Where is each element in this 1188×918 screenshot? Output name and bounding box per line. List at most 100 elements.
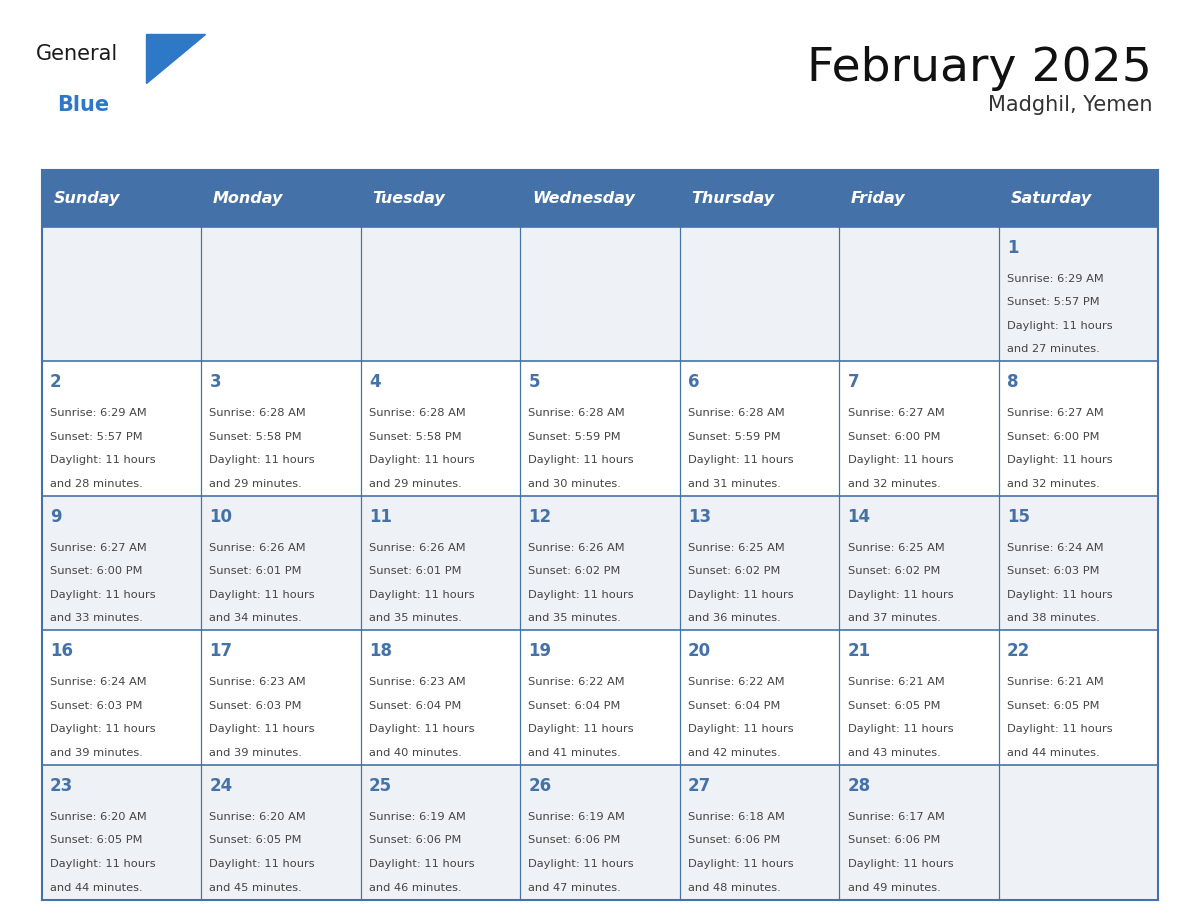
Text: Sunrise: 6:28 AM: Sunrise: 6:28 AM [529, 409, 625, 418]
Text: Daylight: 11 hours: Daylight: 11 hours [847, 455, 953, 465]
Text: Daylight: 11 hours: Daylight: 11 hours [369, 590, 474, 599]
Text: Sunset: 6:00 PM: Sunset: 6:00 PM [1007, 431, 1100, 442]
Text: and 27 minutes.: and 27 minutes. [1007, 344, 1100, 354]
Text: 19: 19 [529, 643, 551, 660]
Text: Daylight: 11 hours: Daylight: 11 hours [847, 590, 953, 599]
Text: General: General [36, 44, 118, 64]
Text: and 29 minutes.: and 29 minutes. [369, 479, 462, 488]
Text: Sunset: 5:57 PM: Sunset: 5:57 PM [1007, 297, 1100, 308]
Text: Sunset: 6:00 PM: Sunset: 6:00 PM [50, 566, 143, 577]
Text: Sunset: 5:57 PM: Sunset: 5:57 PM [50, 431, 143, 442]
Text: and 35 minutes.: and 35 minutes. [529, 613, 621, 623]
Text: Daylight: 11 hours: Daylight: 11 hours [369, 455, 474, 465]
Text: Sunrise: 6:28 AM: Sunrise: 6:28 AM [369, 409, 466, 418]
Text: Sunrise: 6:25 AM: Sunrise: 6:25 AM [847, 543, 944, 553]
Text: Sunset: 6:05 PM: Sunset: 6:05 PM [50, 835, 143, 845]
Text: and 49 minutes.: and 49 minutes. [847, 882, 941, 892]
Text: Sunrise: 6:20 AM: Sunrise: 6:20 AM [50, 812, 146, 822]
Text: 12: 12 [529, 508, 551, 526]
Text: Daylight: 11 hours: Daylight: 11 hours [688, 724, 794, 734]
Text: 6: 6 [688, 374, 700, 391]
Text: Sunrise: 6:24 AM: Sunrise: 6:24 AM [1007, 543, 1104, 553]
Text: Daylight: 11 hours: Daylight: 11 hours [1007, 455, 1113, 465]
Text: Sunrise: 6:21 AM: Sunrise: 6:21 AM [847, 677, 944, 688]
Text: Friday: Friday [851, 191, 905, 206]
Text: Sunset: 6:05 PM: Sunset: 6:05 PM [1007, 700, 1100, 711]
Text: Daylight: 11 hours: Daylight: 11 hours [1007, 320, 1113, 330]
Text: Daylight: 11 hours: Daylight: 11 hours [369, 724, 474, 734]
Text: Sunrise: 6:22 AM: Sunrise: 6:22 AM [688, 677, 784, 688]
Text: Sunset: 6:02 PM: Sunset: 6:02 PM [847, 566, 940, 577]
Text: Daylight: 11 hours: Daylight: 11 hours [1007, 724, 1113, 734]
Text: and 30 minutes.: and 30 minutes. [529, 479, 621, 488]
Text: Sunrise: 6:27 AM: Sunrise: 6:27 AM [1007, 409, 1104, 418]
Text: Sunrise: 6:19 AM: Sunrise: 6:19 AM [369, 812, 466, 822]
Text: Sunset: 6:03 PM: Sunset: 6:03 PM [209, 700, 302, 711]
Text: Daylight: 11 hours: Daylight: 11 hours [847, 724, 953, 734]
Text: Sunrise: 6:28 AM: Sunrise: 6:28 AM [209, 409, 307, 418]
Polygon shape [146, 34, 204, 83]
Text: Daylight: 11 hours: Daylight: 11 hours [529, 724, 634, 734]
Text: Madghil, Yemen: Madghil, Yemen [988, 95, 1152, 115]
Text: Sunrise: 6:29 AM: Sunrise: 6:29 AM [1007, 274, 1104, 284]
Text: Sunrise: 6:18 AM: Sunrise: 6:18 AM [688, 812, 785, 822]
Text: and 34 minutes.: and 34 minutes. [209, 613, 302, 623]
Text: Blue: Blue [57, 95, 109, 115]
Text: and 33 minutes.: and 33 minutes. [50, 613, 143, 623]
Text: Sunset: 5:59 PM: Sunset: 5:59 PM [529, 431, 621, 442]
Text: and 39 minutes.: and 39 minutes. [209, 748, 302, 758]
Text: Sunset: 6:04 PM: Sunset: 6:04 PM [529, 700, 621, 711]
Text: Sunrise: 6:27 AM: Sunrise: 6:27 AM [847, 409, 944, 418]
Text: Sunset: 6:02 PM: Sunset: 6:02 PM [688, 566, 781, 577]
Text: and 28 minutes.: and 28 minutes. [50, 479, 143, 488]
Text: Daylight: 11 hours: Daylight: 11 hours [50, 724, 156, 734]
Text: Sunset: 6:06 PM: Sunset: 6:06 PM [688, 835, 781, 845]
Text: 18: 18 [369, 643, 392, 660]
Text: Daylight: 11 hours: Daylight: 11 hours [688, 455, 794, 465]
Text: 7: 7 [847, 374, 859, 391]
Text: 24: 24 [209, 777, 233, 795]
Text: Daylight: 11 hours: Daylight: 11 hours [688, 859, 794, 869]
Text: Sunset: 6:03 PM: Sunset: 6:03 PM [1007, 566, 1100, 577]
Text: Monday: Monday [213, 191, 284, 206]
Text: Daylight: 11 hours: Daylight: 11 hours [50, 455, 156, 465]
Text: 17: 17 [209, 643, 233, 660]
Text: and 40 minutes.: and 40 minutes. [369, 748, 462, 758]
Text: Daylight: 11 hours: Daylight: 11 hours [529, 455, 634, 465]
Text: 4: 4 [369, 374, 380, 391]
Text: 13: 13 [688, 508, 712, 526]
Text: and 44 minutes.: and 44 minutes. [50, 882, 143, 892]
Text: Sunset: 6:01 PM: Sunset: 6:01 PM [369, 566, 461, 577]
Text: and 32 minutes.: and 32 minutes. [1007, 479, 1100, 488]
Text: 2: 2 [50, 374, 62, 391]
Text: and 37 minutes.: and 37 minutes. [847, 613, 941, 623]
Text: Sunset: 5:58 PM: Sunset: 5:58 PM [209, 431, 302, 442]
Text: Sunset: 6:04 PM: Sunset: 6:04 PM [369, 700, 461, 711]
Text: Sunset: 6:03 PM: Sunset: 6:03 PM [50, 700, 143, 711]
Text: Tuesday: Tuesday [373, 191, 446, 206]
Text: Sunset: 6:05 PM: Sunset: 6:05 PM [209, 835, 302, 845]
Text: Daylight: 11 hours: Daylight: 11 hours [369, 859, 474, 869]
Text: Sunrise: 6:25 AM: Sunrise: 6:25 AM [688, 543, 785, 553]
Text: 1: 1 [1007, 239, 1018, 257]
Text: 27: 27 [688, 777, 712, 795]
Text: 28: 28 [847, 777, 871, 795]
Text: 16: 16 [50, 643, 72, 660]
Text: and 35 minutes.: and 35 minutes. [369, 613, 462, 623]
Text: Daylight: 11 hours: Daylight: 11 hours [50, 859, 156, 869]
Text: Daylight: 11 hours: Daylight: 11 hours [50, 590, 156, 599]
Text: Sunrise: 6:23 AM: Sunrise: 6:23 AM [209, 677, 307, 688]
Text: Sunrise: 6:26 AM: Sunrise: 6:26 AM [369, 543, 466, 553]
Text: 10: 10 [209, 508, 233, 526]
Text: 3: 3 [209, 374, 221, 391]
Text: and 43 minutes.: and 43 minutes. [847, 748, 941, 758]
Text: Sunrise: 6:29 AM: Sunrise: 6:29 AM [50, 409, 146, 418]
Text: 23: 23 [50, 777, 74, 795]
Text: February 2025: February 2025 [808, 46, 1152, 91]
Text: 26: 26 [529, 777, 551, 795]
Text: 8: 8 [1007, 374, 1018, 391]
Text: Sunrise: 6:27 AM: Sunrise: 6:27 AM [50, 543, 146, 553]
Text: and 42 minutes.: and 42 minutes. [688, 748, 781, 758]
Text: and 31 minutes.: and 31 minutes. [688, 479, 781, 488]
Text: 25: 25 [369, 777, 392, 795]
